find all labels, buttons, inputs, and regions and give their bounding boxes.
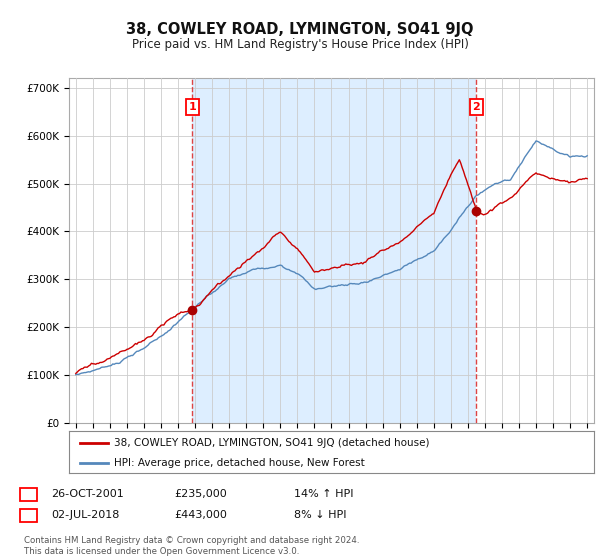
Text: 1: 1: [188, 102, 196, 112]
Text: 38, COWLEY ROAD, LYMINGTON, SO41 9JQ: 38, COWLEY ROAD, LYMINGTON, SO41 9JQ: [126, 22, 474, 38]
Bar: [192, 78, 476, 423]
Text: 02-JUL-2018: 02-JUL-2018: [51, 510, 119, 520]
Text: Contains HM Land Registry data © Crown copyright and database right 2024.
This d: Contains HM Land Registry data © Crown c…: [24, 536, 359, 556]
Text: 1: 1: [25, 489, 32, 499]
Text: 2: 2: [473, 102, 480, 112]
Text: 2: 2: [25, 510, 32, 520]
Text: Price paid vs. HM Land Registry's House Price Index (HPI): Price paid vs. HM Land Registry's House …: [131, 38, 469, 50]
Text: 38, COWLEY ROAD, LYMINGTON, SO41 9JQ (detached house): 38, COWLEY ROAD, LYMINGTON, SO41 9JQ (de…: [113, 438, 429, 448]
Text: £443,000: £443,000: [174, 510, 227, 520]
Text: £235,000: £235,000: [174, 489, 227, 499]
Text: 8% ↓ HPI: 8% ↓ HPI: [294, 510, 347, 520]
Text: 26-OCT-2001: 26-OCT-2001: [51, 489, 124, 499]
Text: 14% ↑ HPI: 14% ↑ HPI: [294, 489, 353, 499]
Text: HPI: Average price, detached house, New Forest: HPI: Average price, detached house, New …: [113, 458, 364, 468]
